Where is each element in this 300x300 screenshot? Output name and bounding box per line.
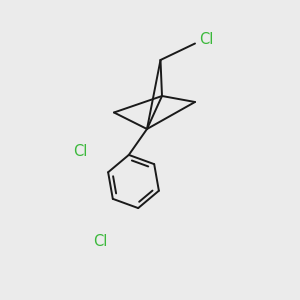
Text: Cl: Cl [93, 234, 107, 249]
Text: Cl: Cl [200, 32, 214, 46]
Text: Cl: Cl [74, 144, 88, 159]
